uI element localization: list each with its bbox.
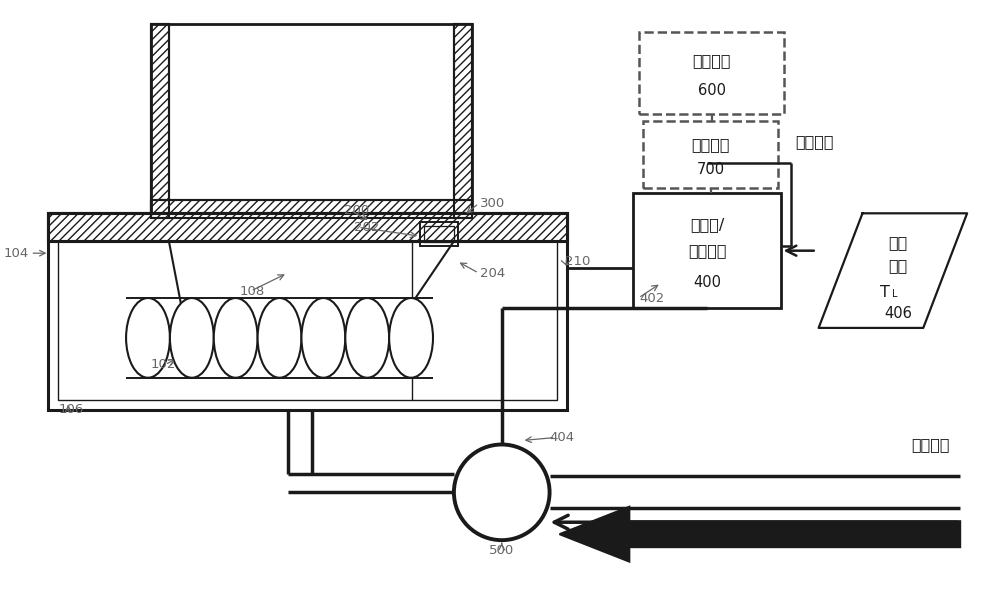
- Text: 700: 700: [696, 162, 725, 177]
- Bar: [151, 200, 472, 218]
- Ellipse shape: [389, 298, 433, 377]
- Ellipse shape: [301, 298, 345, 377]
- Bar: [454, 24, 472, 218]
- Text: L: L: [892, 288, 898, 298]
- Text: 402: 402: [639, 291, 665, 305]
- Text: 106: 106: [58, 403, 84, 416]
- Bar: [424, 226, 454, 242]
- Text: 警报单元: 警报单元: [692, 53, 731, 68]
- Text: 分析仪/: 分析仪/: [690, 217, 724, 232]
- Text: 燃气流量: 燃气流量: [911, 437, 949, 452]
- Text: 404: 404: [550, 431, 575, 444]
- Bar: [633, 194, 781, 308]
- Ellipse shape: [258, 298, 301, 377]
- Bar: [151, 200, 472, 218]
- Bar: [454, 24, 472, 218]
- Text: 复位单元: 复位单元: [691, 137, 730, 152]
- Text: 210: 210: [565, 254, 590, 268]
- Bar: [48, 213, 567, 409]
- Text: 500: 500: [489, 544, 514, 557]
- Text: 控制单元: 控制单元: [688, 243, 726, 258]
- Text: 600: 600: [698, 83, 726, 98]
- Text: 300: 300: [480, 197, 505, 210]
- Text: 108: 108: [240, 285, 265, 297]
- Bar: [58, 223, 557, 400]
- Ellipse shape: [126, 298, 170, 377]
- Text: T: T: [880, 285, 890, 300]
- Bar: [48, 213, 567, 241]
- Circle shape: [454, 444, 550, 540]
- Bar: [151, 24, 169, 218]
- Ellipse shape: [170, 298, 214, 377]
- Bar: [151, 24, 472, 218]
- Bar: [48, 213, 567, 241]
- Bar: [151, 24, 169, 218]
- Text: 102: 102: [151, 358, 176, 371]
- Bar: [643, 121, 778, 188]
- Text: 200: 200: [344, 204, 370, 217]
- Text: 202: 202: [354, 221, 380, 234]
- Text: 400: 400: [693, 275, 721, 290]
- FancyArrow shape: [560, 507, 960, 561]
- Text: 预定: 预定: [888, 235, 907, 250]
- Bar: [639, 32, 784, 113]
- Text: 电力输入: 电力输入: [796, 134, 834, 150]
- Text: 204: 204: [480, 267, 505, 280]
- Bar: [420, 223, 458, 246]
- Text: 104: 104: [3, 247, 28, 260]
- Ellipse shape: [214, 298, 258, 377]
- Text: 406: 406: [884, 306, 912, 321]
- Text: 温度: 温度: [888, 258, 907, 273]
- Ellipse shape: [345, 298, 389, 377]
